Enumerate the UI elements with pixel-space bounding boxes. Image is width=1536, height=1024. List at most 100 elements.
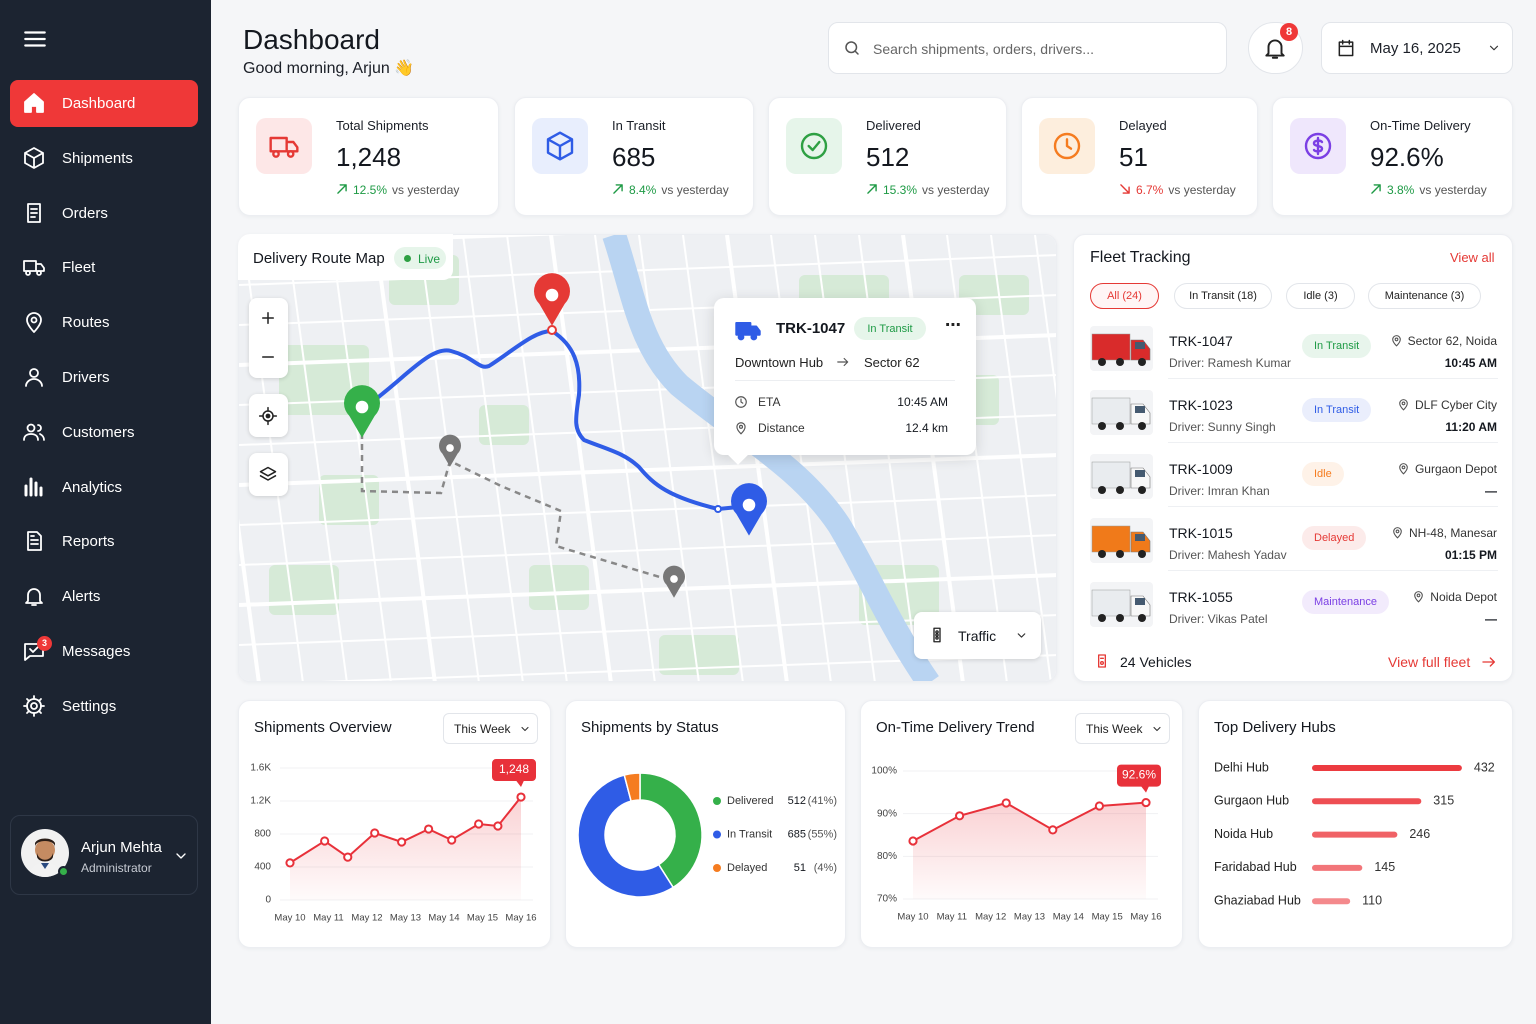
- nav-label: Orders: [62, 204, 108, 222]
- icon-svg: [27, 202, 41, 223]
- layers-button[interactable]: [249, 453, 288, 496]
- icon-svg: [1265, 39, 1285, 59]
- distance-value: 12.4 km: [905, 421, 948, 435]
- truck-image: [1090, 582, 1153, 627]
- icon-path: [854, 50, 859, 55]
- kpi-label: Delayed: [1119, 118, 1167, 133]
- icon-svg: [845, 41, 859, 55]
- row-divider: [1168, 506, 1498, 507]
- search-box[interactable]: [828, 22, 1227, 74]
- view-full[interactable]: View full fleet: [1388, 654, 1471, 670]
- stop-pin-dot: [670, 575, 678, 583]
- icon-circle: [1116, 614, 1124, 622]
- traffic-label: Traffic: [958, 628, 997, 644]
- filter-pill[interactable]: All (24): [1090, 283, 1159, 309]
- icon-circle: [1138, 614, 1146, 622]
- kpi-value: 1,248: [336, 142, 402, 172]
- road: [506, 235, 568, 681]
- icon-svg: [735, 396, 747, 408]
- park: [269, 565, 339, 615]
- user-card[interactable]: [10, 815, 198, 895]
- fleet-icon: [1094, 653, 1110, 669]
- icon-path: [1482, 657, 1495, 667]
- icon-path: [1312, 136, 1324, 156]
- park: [959, 275, 1029, 315]
- icon-rect: [1091, 589, 1131, 617]
- icon-rect: [1091, 397, 1131, 425]
- driver: Driver: Sunny Singh: [1169, 420, 1276, 434]
- loc-pin: [1397, 462, 1410, 475]
- driver: Driver: Mahesh Yadav: [1169, 548, 1287, 562]
- status-pill: In Transit: [1302, 398, 1372, 422]
- view-all[interactable]: View all: [1450, 250, 1495, 265]
- location: Noida Depot: [1430, 590, 1497, 604]
- icon-path: [1399, 399, 1408, 411]
- icon-circle: [25, 270, 31, 277]
- icon-circle: [1401, 465, 1406, 470]
- icon-path: [23, 694, 45, 717]
- kpi-label: Delivered: [866, 118, 921, 133]
- icon-path: [24, 477, 43, 497]
- kpi-value: 92.6%: [1370, 142, 1444, 172]
- kpi-note: vs yesterday: [1419, 183, 1487, 197]
- nav-label: Messages: [62, 643, 131, 660]
- vehicle-id: TRK-1009: [1169, 461, 1233, 477]
- status-pill: [854, 317, 926, 340]
- icon-rect: [1091, 461, 1131, 489]
- icon-circle: [1138, 422, 1146, 430]
- icon-path: [29, 863, 61, 877]
- road: [682, 235, 744, 681]
- icon-path: [740, 398, 744, 404]
- icon-svg: [262, 312, 274, 324]
- nav-icon: [22, 310, 46, 334]
- filter-pill[interactable]: In Transit (18): [1174, 283, 1272, 309]
- nav-icon: [22, 584, 46, 608]
- icon-path: [1399, 463, 1408, 475]
- icon-circle: [735, 396, 747, 408]
- layers-icon: [258, 465, 278, 485]
- status-pill: Delayed: [1302, 526, 1367, 550]
- destination-pin-dot: [742, 498, 756, 512]
- icon-svg: [1091, 333, 1151, 366]
- road: [239, 254, 1056, 286]
- row-divider: [1168, 378, 1498, 379]
- filter-pill[interactable]: Idle (3): [1286, 283, 1355, 309]
- icon-path: [26, 312, 42, 334]
- kpi-value: 512: [866, 142, 910, 172]
- period-dropdown[interactable]: [443, 713, 538, 744]
- icon-path: [1393, 527, 1402, 539]
- icon-path: [736, 422, 746, 435]
- map-card: [238, 234, 1057, 682]
- fleet-total: 24 Vehicles: [1120, 654, 1192, 670]
- icon-path: [867, 184, 877, 194]
- icon-rect: [1135, 470, 1145, 477]
- icon-path: [27, 531, 42, 552]
- kpi-label: On-Time Delivery: [1370, 118, 1471, 133]
- truck-image: [1090, 326, 1153, 371]
- traffic-icon: [928, 626, 946, 644]
- kpi-value: 51: [1119, 142, 1148, 172]
- chevron: [519, 722, 531, 734]
- icon-circle: [935, 633, 939, 637]
- icon-svg: [1091, 589, 1151, 622]
- status-pill: Maintenance: [1302, 590, 1389, 614]
- icon-circle: [265, 413, 271, 419]
- kpi-label: Total Shipments: [336, 118, 429, 133]
- kpi-change: 8.4%: [629, 183, 657, 197]
- icon-path: [24, 146, 44, 169]
- zoom-controls[interactable]: [249, 298, 288, 378]
- icon-circle: [1394, 337, 1399, 342]
- avatar: [21, 829, 69, 877]
- icon-circle: [1395, 529, 1400, 534]
- icon-circle: [1116, 422, 1124, 430]
- icon-circle: [1138, 358, 1146, 366]
- icon-svg: [259, 466, 277, 481]
- nav-icon: [22, 694, 46, 718]
- nav-label: Settings: [62, 697, 117, 715]
- period-dropdown[interactable]: [1075, 713, 1170, 744]
- filter-pill[interactable]: Maintenance (3): [1368, 283, 1481, 309]
- icon-circle: [1138, 486, 1146, 494]
- icon-svg: [23, 694, 45, 717]
- vehicle-id: TRK-1015: [1169, 525, 1233, 541]
- period-label: This Week: [454, 722, 511, 736]
